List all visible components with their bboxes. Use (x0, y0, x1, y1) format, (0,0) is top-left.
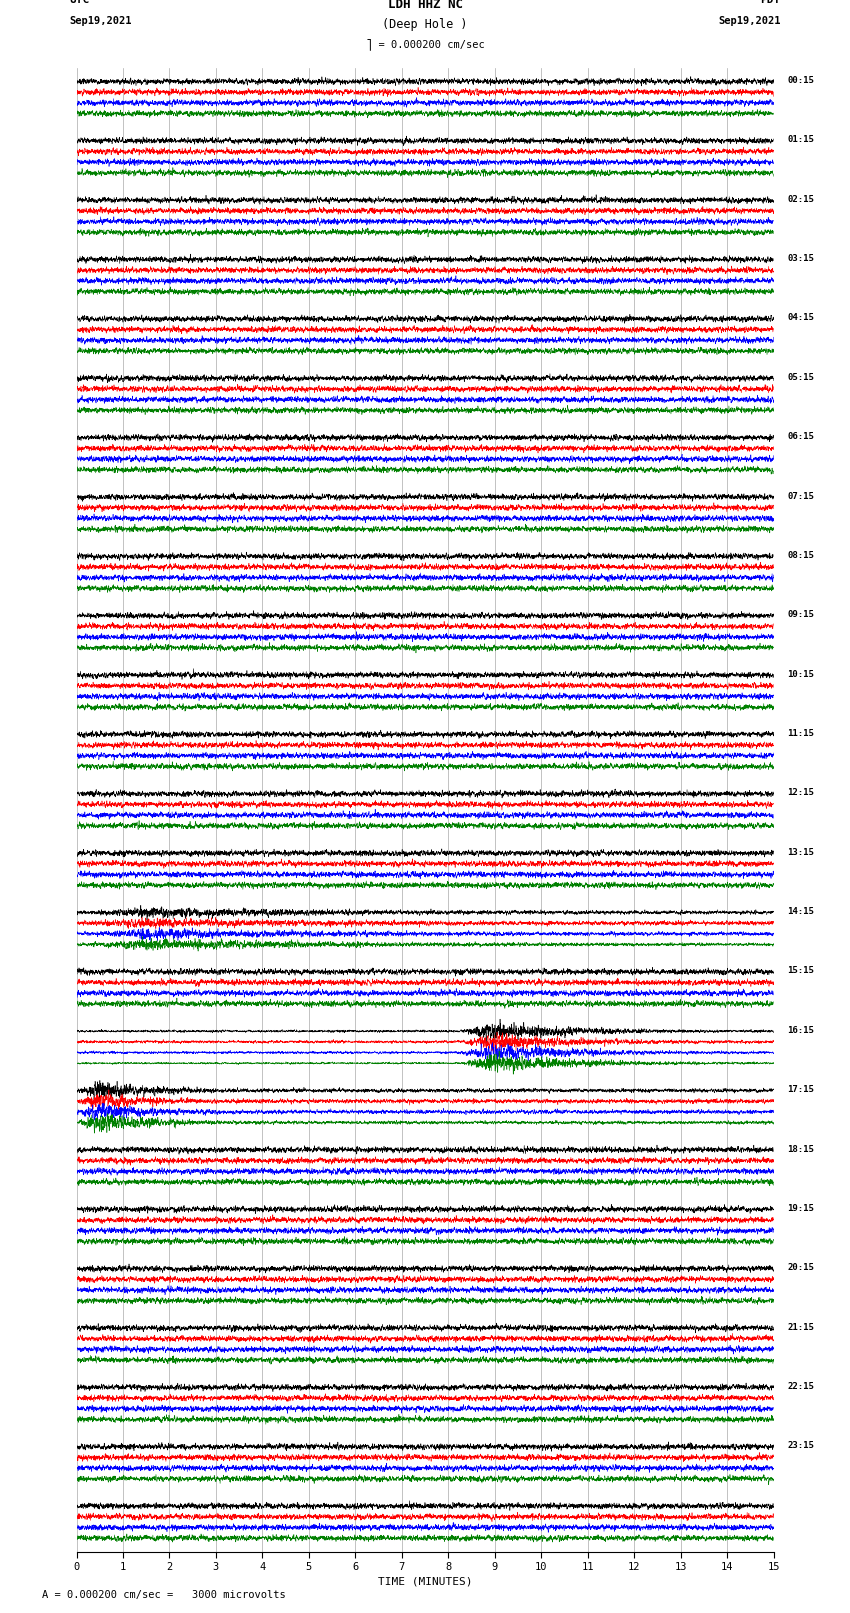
Text: 12:15: 12:15 (787, 789, 814, 797)
Text: 01:15: 01:15 (787, 135, 814, 145)
Text: 14:15: 14:15 (787, 907, 814, 916)
X-axis label: TIME (MINUTES): TIME (MINUTES) (377, 1576, 473, 1586)
Text: PDT: PDT (760, 0, 780, 5)
Text: 11:15: 11:15 (787, 729, 814, 739)
Text: 19:15: 19:15 (787, 1203, 814, 1213)
Text: ⎤ = 0.000200 cm/sec: ⎤ = 0.000200 cm/sec (366, 39, 484, 50)
Text: (Deep Hole ): (Deep Hole ) (382, 18, 468, 31)
Text: 13:15: 13:15 (787, 848, 814, 857)
Text: LDH HHZ NC: LDH HHZ NC (388, 0, 462, 11)
Text: 07:15: 07:15 (787, 492, 814, 500)
Text: 10:15: 10:15 (787, 669, 814, 679)
Text: 03:15: 03:15 (787, 255, 814, 263)
Text: 21:15: 21:15 (787, 1323, 814, 1332)
Text: 05:15: 05:15 (787, 373, 814, 382)
Text: 16:15: 16:15 (787, 1026, 814, 1036)
Text: 00:15: 00:15 (787, 76, 814, 85)
Text: 17:15: 17:15 (787, 1086, 814, 1094)
Text: Sep19,2021: Sep19,2021 (718, 16, 780, 26)
Text: UTC: UTC (70, 0, 90, 5)
Text: 15:15: 15:15 (787, 966, 814, 976)
Text: 08:15: 08:15 (787, 552, 814, 560)
Text: 22:15: 22:15 (787, 1382, 814, 1390)
Text: 06:15: 06:15 (787, 432, 814, 442)
Text: 18:15: 18:15 (787, 1145, 814, 1153)
Text: 23:15: 23:15 (787, 1442, 814, 1450)
Text: 20:15: 20:15 (787, 1263, 814, 1273)
Text: Sep19,2021: Sep19,2021 (70, 16, 132, 26)
Text: 09:15: 09:15 (787, 610, 814, 619)
Text: 02:15: 02:15 (787, 195, 814, 203)
Text: 04:15: 04:15 (787, 313, 814, 323)
Text: A = 0.000200 cm/sec =   3000 microvolts: A = 0.000200 cm/sec = 3000 microvolts (42, 1590, 286, 1600)
